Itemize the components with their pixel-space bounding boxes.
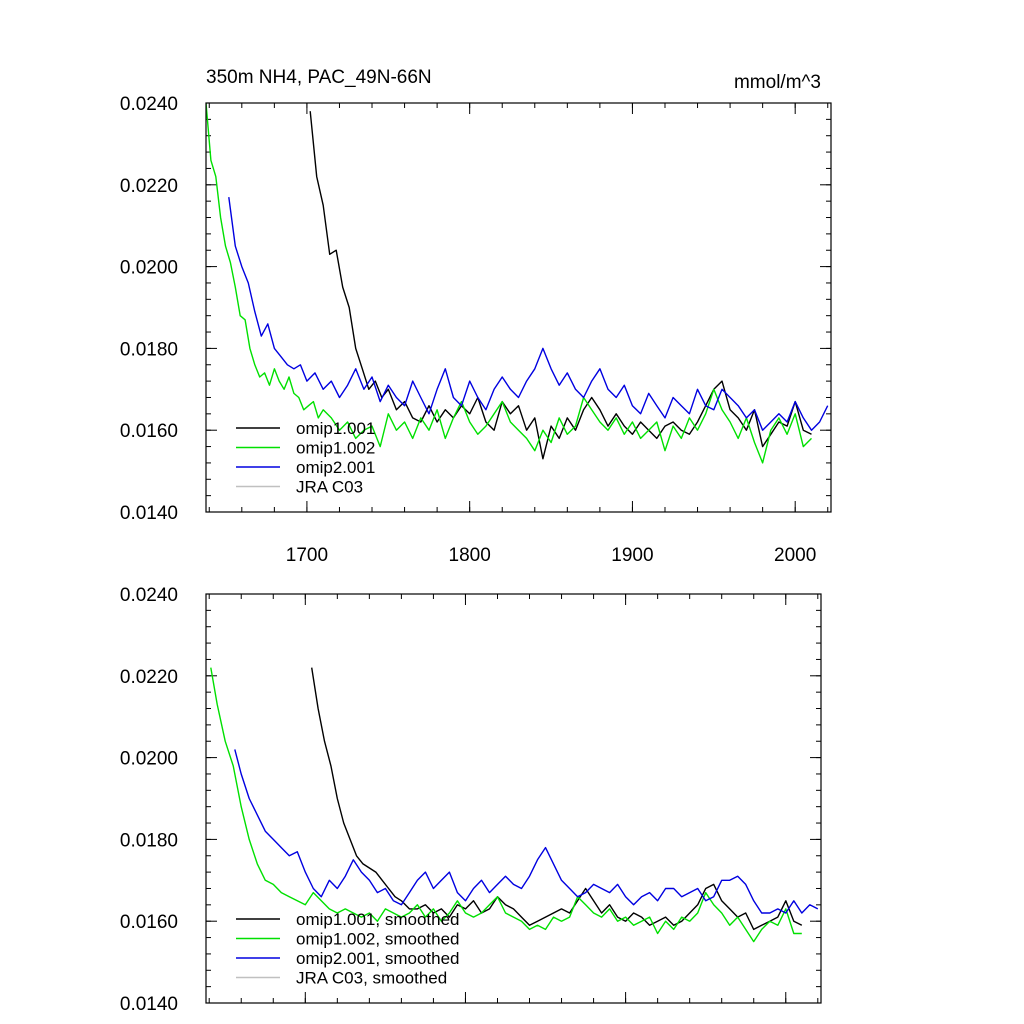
legend-label: JRA C03 xyxy=(296,478,363,497)
x-tick-label: 1800 xyxy=(449,545,491,566)
y-tick-label: 0.0240 xyxy=(120,585,178,606)
chart-title-left: 350m NH4, PAC_49N-66N xyxy=(206,67,432,88)
y-tick-label: 0.0180 xyxy=(120,339,178,360)
series-line-omip1-002-smoothed xyxy=(210,667,802,943)
chart-panel-1: 350m NH4, PAC_49N-66N mmol/m^3 0.0140 0.016… xyxy=(120,67,832,566)
y-tick-label: 0.0220 xyxy=(120,176,178,197)
y-tick-label: 0.0180 xyxy=(120,830,178,851)
x-tick-label: 1900 xyxy=(611,545,653,566)
series-line-omip1-001 xyxy=(309,111,812,460)
x-tick-label: 2000 xyxy=(774,545,816,566)
legend-label: omip1.002, smoothed xyxy=(296,930,460,949)
y-tick-label: 0.0220 xyxy=(120,667,178,688)
series-line-omip2-001-smoothed xyxy=(234,749,819,914)
legend-label: omip1.002 xyxy=(296,439,375,458)
legend-label: omip1.001 xyxy=(296,419,375,438)
chart-panel-2: 0.0140 0.0160 0.0180 0.0200 0.0220 0.0240 omip… xyxy=(120,585,822,1015)
y-tick-label: 0.0160 xyxy=(120,912,178,933)
y-tick-label: 0.0140 xyxy=(120,994,178,1015)
plot-frame xyxy=(205,593,822,1004)
x-tick-label: 1700 xyxy=(286,545,328,566)
series-line-omip2-001 xyxy=(228,197,829,431)
chart-units-label: mmol/m^3 xyxy=(734,72,821,93)
series-line-omip1-001-smoothed xyxy=(311,667,803,931)
legend-label: JRA C03, smoothed xyxy=(296,969,447,988)
y-tick-label: 0.0200 xyxy=(120,258,178,279)
legend-label: omip2.001, smoothed xyxy=(296,949,460,968)
legend-label: omip2.001 xyxy=(296,458,375,477)
y-tick-label: 0.0140 xyxy=(120,503,178,524)
legend-label: omip1.001, smoothed xyxy=(296,910,460,929)
y-tick-label: 0.0200 xyxy=(120,749,178,770)
plot-frame xyxy=(205,102,832,513)
series-line-omip1-002 xyxy=(206,103,812,464)
y-tick-label: 0.0160 xyxy=(120,421,178,442)
y-tick-label: 0.0240 xyxy=(120,94,178,115)
